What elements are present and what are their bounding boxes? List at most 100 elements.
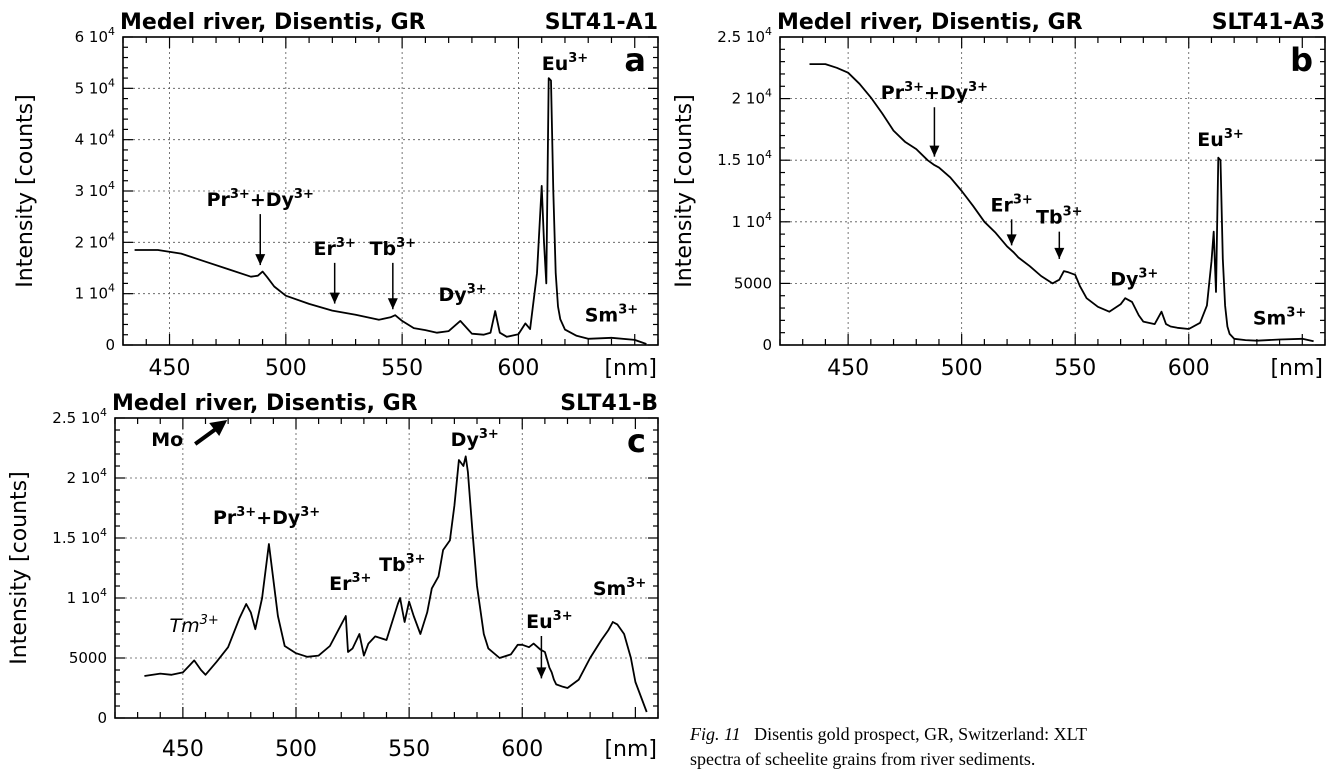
annotation-arrowhead-1	[1006, 234, 1017, 246]
y-tick-label-2: 1 104	[67, 586, 107, 607]
annotation-charge: 3+	[406, 552, 426, 567]
annotation-arrowhead-0	[255, 254, 266, 266]
annotation-ion: Er	[990, 194, 1013, 216]
y-tick-label-1: 5000	[734, 274, 772, 292]
annotation-ion: Dy	[451, 429, 480, 451]
annotation-charge: 3+	[396, 236, 416, 251]
x-tick-label-550: 550	[388, 737, 430, 762]
x-tick-label-600: 600	[1168, 356, 1210, 381]
annotation-charge: 3+	[553, 609, 573, 624]
y-axis-label: Intensity [counts]	[672, 94, 697, 287]
annotation-label-5: Sm3+	[1253, 306, 1306, 330]
y-tick-label-exp: 4	[765, 210, 772, 223]
annotation-ion: Dy	[439, 284, 468, 306]
annotation-ion: Er	[314, 238, 337, 260]
y-tick-label-5: 5 104	[75, 76, 115, 97]
annotation-charge: 3+	[336, 236, 356, 251]
mo-arrowhead	[209, 420, 228, 436]
y-tick-label-0: 0	[762, 336, 772, 354]
panel-label: a	[624, 41, 646, 79]
annotation-charge: 3+	[626, 576, 646, 591]
annotation-charge: 3+	[236, 505, 256, 520]
annotation-label-1: Er3+	[990, 192, 1032, 216]
y-tick-label-text: 0	[97, 709, 107, 727]
annotation-charge: 3+	[568, 51, 588, 66]
y-axis-label: Intensity [counts]	[13, 94, 38, 287]
annotation-label-3: Tb3+	[379, 552, 426, 576]
annotation-ion-2: +Dy	[250, 189, 295, 211]
spectrum-line-c	[144, 455, 648, 713]
y-tick-label-text: 0	[762, 336, 772, 354]
annotation-ion: Eu	[526, 611, 553, 633]
panel-label: b	[1290, 41, 1313, 79]
x-axis-label: [nm]	[1270, 356, 1323, 381]
y-tick-label-2: 2 104	[75, 230, 115, 251]
annotation-ion: Tb	[379, 554, 406, 576]
chart-title: Medel river, Disentis, GR	[777, 10, 1083, 35]
y-tick-label-exp: 4	[765, 87, 772, 100]
annotation-ion: Er	[329, 573, 352, 595]
y-tick-label-exp: 4	[100, 466, 107, 479]
plot-frame-c	[114, 417, 659, 719]
x-axis-label: [nm]	[604, 356, 657, 381]
caption-text-1: Disentis gold prospect, GR, Switzerland:…	[754, 724, 1087, 744]
annotation-ion: Sm	[1253, 308, 1286, 330]
caption-line-1: Fig. 11 Disentis gold prospect, GR, Swit…	[690, 722, 1330, 747]
y-tick-label-text: 5000	[734, 274, 772, 292]
annotation-ion: Sm	[585, 305, 618, 327]
x-tick-label-450: 450	[827, 356, 869, 381]
y-tick-label-text: 4 10	[75, 131, 108, 149]
y-tick-label-5: 2.5 104	[52, 406, 107, 427]
x-tick-label-600: 600	[501, 737, 543, 762]
annotation-label-0: Tm3+	[170, 613, 219, 637]
panel-b: 0 5000 1 104 1.5 104 2 104 2.5 104 450 500 550 60…	[665, 0, 1333, 381]
y-tick-label-text: 6 10	[75, 28, 108, 46]
y-tick-label-4: 2 104	[67, 466, 107, 487]
annotation-label-1: Pr3++Dy3+	[213, 505, 320, 529]
annotation-ion: Sm	[593, 578, 626, 600]
y-tick-label-0: 0	[97, 709, 107, 727]
annotation-label-2: Tb3+	[370, 236, 417, 260]
annotation-ion: Tm	[170, 615, 200, 637]
y-tick-label-exp: 4	[108, 25, 115, 38]
annotation-ion: Pr	[207, 189, 231, 211]
annotation-ion: Eu	[542, 53, 569, 75]
annotation-label-2: Tb3+	[1036, 205, 1083, 229]
annotation-label-5: Eu3+	[526, 609, 572, 633]
y-tick-label-exp: 4	[100, 406, 107, 419]
annotation-arrowhead-2	[387, 298, 398, 310]
annotation-label-0: Pr3++Dy3+	[207, 187, 314, 211]
y-tick-label-text: 2 10	[732, 90, 765, 108]
annotation-charge: 3+	[1286, 306, 1306, 321]
annotation-arrowhead-5	[536, 667, 547, 679]
chart-title: Medel river, Disentis, GR	[112, 391, 418, 416]
annotation-charge: 3+	[1138, 266, 1158, 281]
x-tick-label-550: 550	[381, 356, 423, 381]
annotation-label-5: Sm3+	[585, 303, 638, 327]
x-tick-label-450: 450	[162, 737, 204, 762]
y-tick-label-text: 1.5 10	[717, 151, 765, 169]
y-tick-label-text: 1 10	[67, 589, 100, 607]
y-tick-label-text: 1.5 10	[52, 529, 100, 547]
y-tick-label-1: 5000	[69, 649, 107, 667]
y-axis-label: Intensity [counts]	[7, 471, 32, 664]
annotation-label-4: Dy3+	[451, 427, 499, 451]
y-tick-label-text: 2 10	[67, 469, 100, 487]
annotation-charge: 3+	[467, 282, 487, 297]
y-tick-label-exp: 4	[100, 526, 107, 539]
annotation-charge: 3+	[1063, 205, 1083, 220]
sample-code: SLT41-A1	[545, 10, 658, 35]
x-tick-label-500: 500	[265, 356, 307, 381]
annotation-arrowhead-2	[1054, 247, 1065, 259]
annotation-ion: Eu	[1197, 129, 1224, 151]
annotation-ion: Dy	[1110, 268, 1139, 290]
annotation-charge: 3+	[618, 303, 638, 318]
y-tick-label-4: 4 104	[75, 128, 115, 149]
annotation-label-6: Sm3+	[593, 576, 646, 600]
y-tick-label-exp: 4	[765, 148, 772, 161]
annotation-ion-2: +Dy	[924, 82, 969, 104]
y-tick-label-6: 6 104	[75, 25, 115, 46]
y-tick-label-2: 1 104	[732, 210, 772, 231]
y-tick-label-text: 2.5 10	[717, 28, 765, 46]
